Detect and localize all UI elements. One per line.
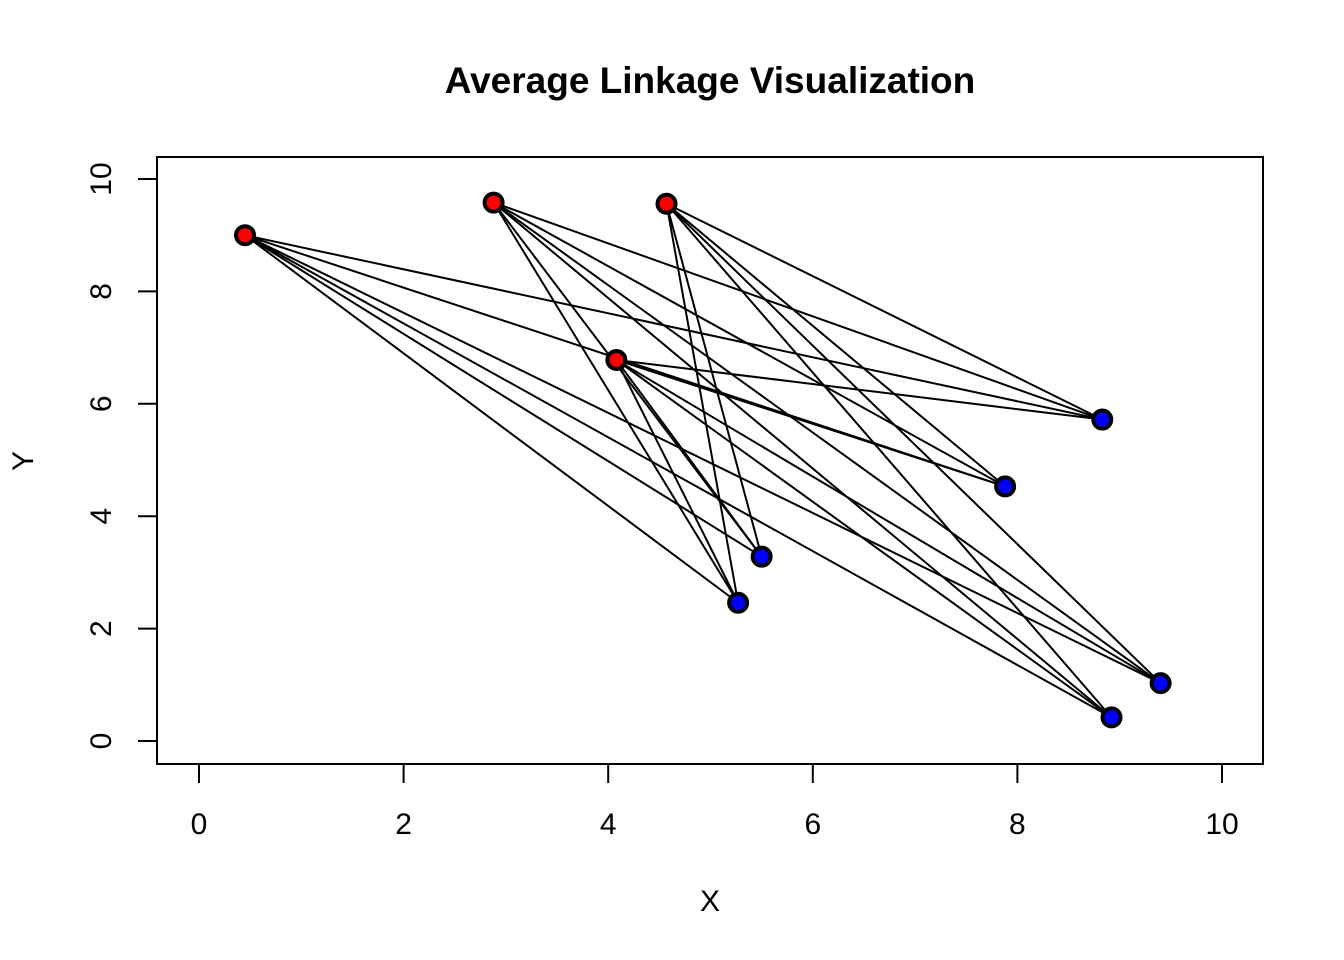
- linkage-line: [244, 234, 739, 604]
- linkage-line: [493, 201, 1006, 488]
- red-cluster-point: [605, 348, 628, 371]
- x-tick-label: 10: [1205, 808, 1238, 841]
- blue-cluster-point: [1149, 672, 1172, 695]
- y-tick-label: 0: [85, 733, 118, 750]
- linkage-line: [492, 201, 1113, 719]
- linkage-line: [493, 201, 1103, 421]
- linkage-line: [665, 202, 1006, 488]
- linkage-line: [244, 234, 763, 558]
- linkage-line: [615, 359, 1162, 684]
- blue-cluster-point: [727, 591, 750, 614]
- linkage-line: [244, 234, 1103, 421]
- y-axis: 0 2 4 6 8 10: [85, 162, 158, 750]
- red-cluster-point: [482, 191, 505, 214]
- linkage-line: [616, 359, 1006, 488]
- x-axis: 0 2 4 6 8 10: [191, 763, 1239, 841]
- blue-cluster-point: [994, 475, 1017, 498]
- x-tick-label: 2: [395, 808, 412, 841]
- y-tick-label: 2: [85, 620, 118, 637]
- linkage-line: [244, 234, 1113, 719]
- x-tick-label: 6: [804, 808, 821, 841]
- x-tick-label: 0: [191, 808, 208, 841]
- linkage-line: [666, 202, 1103, 421]
- y-tick-label: 8: [85, 283, 118, 300]
- linkage-line: [492, 202, 739, 604]
- blue-cluster-point: [1100, 706, 1123, 729]
- red-cluster-point: [655, 192, 678, 215]
- x-tick-label: 8: [1009, 808, 1026, 841]
- linkage-lines: [244, 201, 1162, 719]
- x-axis-label: X: [700, 885, 720, 918]
- linkage-line: [244, 234, 1162, 685]
- linkage-line: [615, 359, 763, 558]
- linkage-line: [665, 203, 1162, 684]
- linkage-line: [615, 359, 1113, 719]
- linkage-line: [616, 358, 1103, 421]
- x-tick-label: 4: [600, 808, 617, 841]
- linkage-line: [615, 359, 740, 604]
- chart-title: Average Linkage Visualization: [445, 60, 976, 101]
- plot-frame: [156, 156, 1264, 765]
- blue-cluster-point: [1091, 408, 1114, 431]
- y-tick-label: 6: [85, 395, 118, 412]
- linkage-line: [665, 203, 1113, 719]
- y-tick-label: 10: [85, 162, 118, 195]
- linkage-line: [665, 203, 763, 557]
- linkage-line: [493, 201, 1162, 684]
- blue-cluster-point: [750, 545, 773, 568]
- linkage-line: [665, 203, 740, 603]
- red-cluster-point: [234, 224, 257, 247]
- y-tick-label: 4: [85, 508, 118, 525]
- y-axis-label: Y: [7, 451, 40, 471]
- data-points: [234, 191, 1172, 729]
